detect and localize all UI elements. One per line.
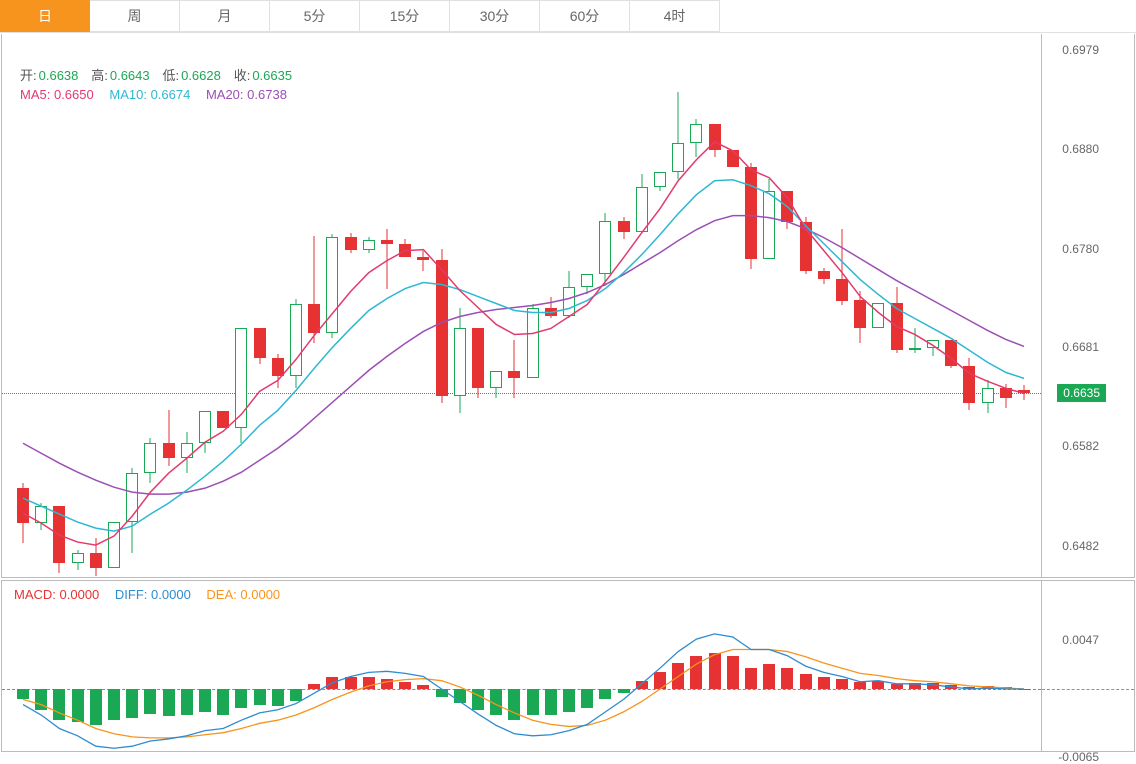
price-tick: 0.6582	[1062, 439, 1099, 453]
macd-tick: -0.0065	[1058, 750, 1099, 764]
tab-30分[interactable]: 30分	[450, 0, 540, 32]
macd-axis: 0.0047-0.0065	[1042, 580, 1135, 752]
tab-月[interactable]: 月	[180, 0, 270, 32]
macd-panel[interactable]: MACD: 0.0000 DIFF: 0.0000 DEA: 0.0000	[1, 580, 1042, 752]
price-tick: 0.6681	[1062, 340, 1099, 354]
timeframe-tabs: 日周月5分15分30分60分4时	[0, 0, 1136, 33]
tab-5分[interactable]: 5分	[270, 0, 360, 32]
ma-readout: MA5: 0.6650 MA10: 0.6674 MA20: 0.6738	[20, 87, 287, 102]
price-tick: 0.6482	[1062, 539, 1099, 553]
tab-日[interactable]: 日	[0, 0, 90, 32]
ohlc-readout: 开:0.6638 高:0.6643 低:0.6628 收:0.6635	[20, 65, 294, 84]
price-tick: 0.6880	[1062, 142, 1099, 156]
candlestick-chart[interactable]	[1, 34, 1042, 578]
price-tick: 0.6780	[1062, 242, 1099, 256]
tab-15分[interactable]: 15分	[360, 0, 450, 32]
current-price-badge: 0.6635	[1057, 384, 1106, 402]
macd-tick: 0.0047	[1062, 633, 1099, 647]
price-tick: 0.6979	[1062, 43, 1099, 57]
tab-4时[interactable]: 4时	[630, 0, 720, 32]
tab-周[interactable]: 周	[90, 0, 180, 32]
tab-60分[interactable]: 60分	[540, 0, 630, 32]
price-axis: 0.6979 0.6880 0.6780 0.6681 0.6582 0.6482 0.66…	[1042, 34, 1135, 578]
macd-readout: MACD: 0.0000 DIFF: 0.0000 DEA: 0.0000	[14, 587, 280, 602]
